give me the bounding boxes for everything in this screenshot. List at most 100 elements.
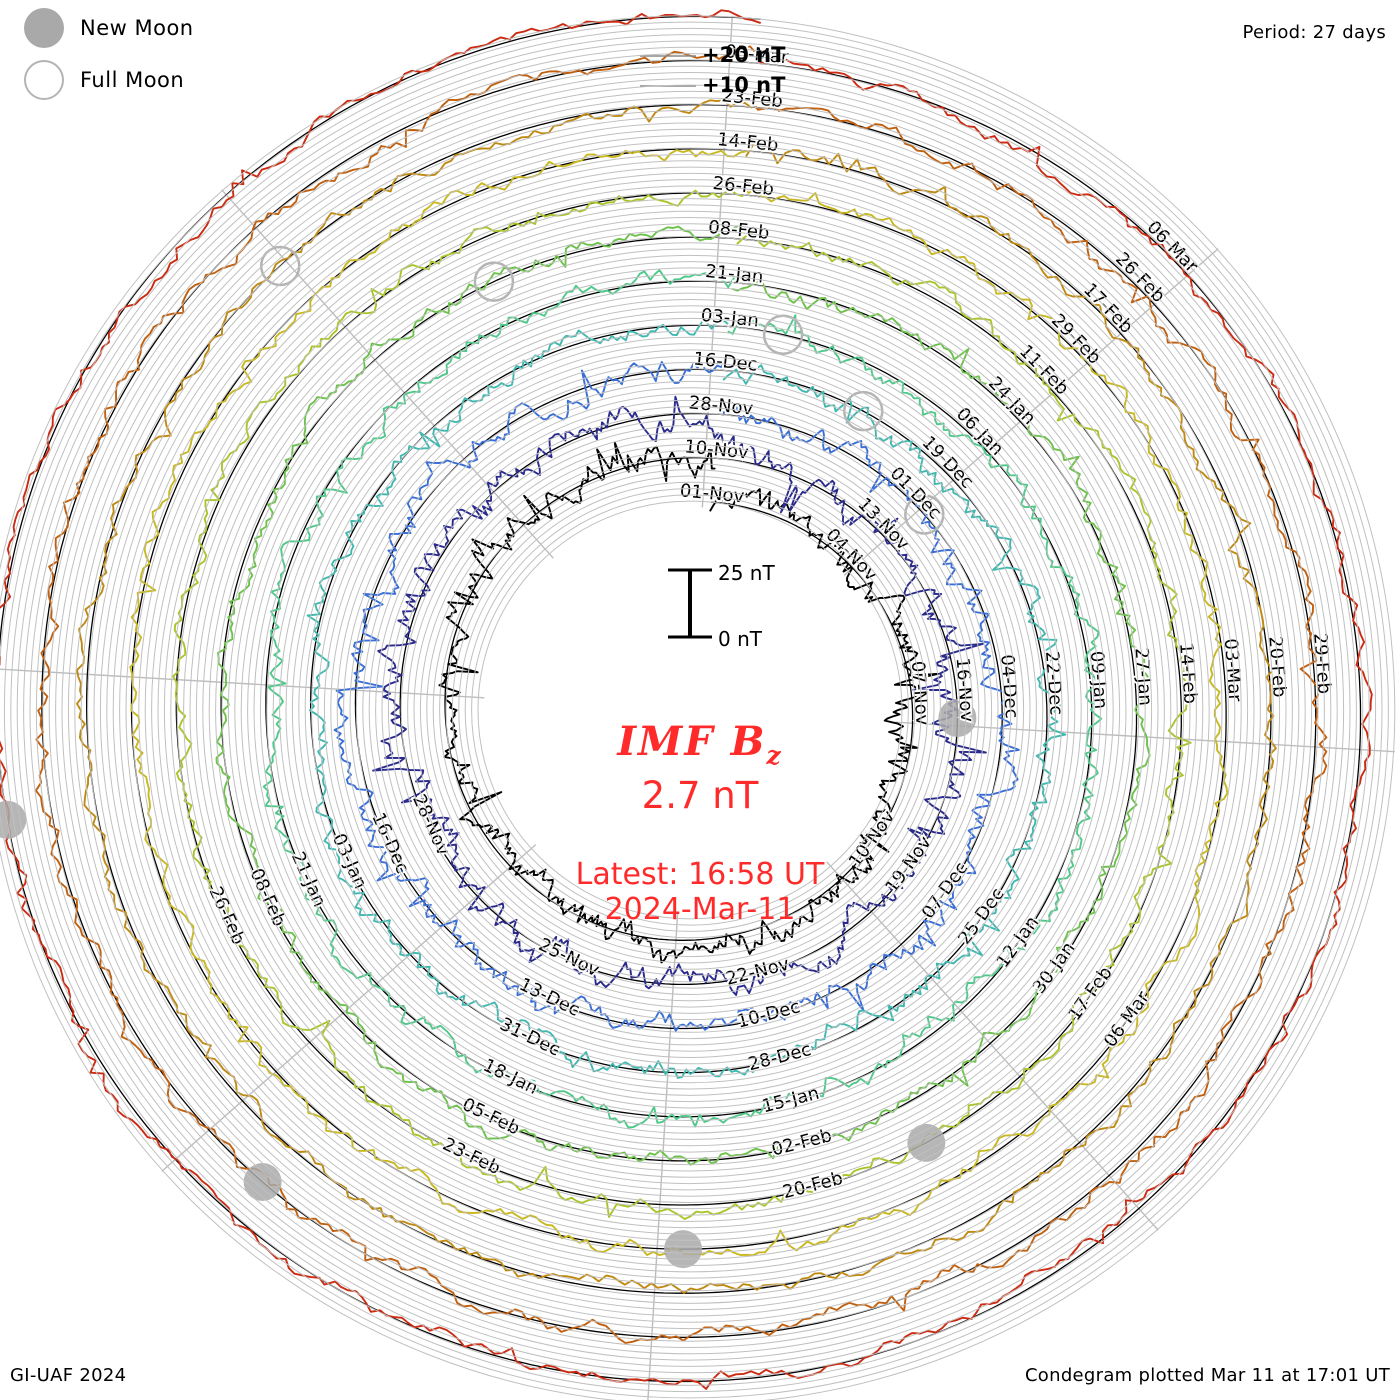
- full-moon-marker: [473, 261, 515, 302]
- grid-ring: [451, 475, 929, 945]
- grid-ring: [55, 84, 1325, 1336]
- period-label: Period: 27 days: [1242, 22, 1386, 43]
- current-value: 2.7 nT: [641, 774, 759, 817]
- date-tick-label: 21-Jan: [704, 261, 764, 288]
- credit-left: GI-UAF 2024: [10, 1365, 127, 1386]
- grid-ring: [432, 456, 948, 964]
- turn-baseline: [444, 457, 914, 941]
- grid-ring: [355, 380, 1025, 1040]
- grid-ring: [87, 116, 1293, 1304]
- grid-ring: [375, 399, 1005, 1021]
- grid-ring: [387, 412, 993, 1008]
- full-moon-icon: [24, 60, 64, 100]
- radial-spoke: [826, 861, 1159, 1231]
- data-trace: [372, 395, 987, 996]
- grid-ring: [195, 223, 1185, 1197]
- date-tick-label: 09-Jan: [1086, 650, 1111, 710]
- turn-baseline: [354, 368, 1003, 1030]
- legend-item-full-moon: Full Moon: [24, 60, 184, 100]
- grid-ring: [163, 191, 1217, 1229]
- latest-date: 2024-Mar-11: [604, 892, 796, 928]
- grid-ring: [151, 179, 1229, 1241]
- radial-spoke: [161, 844, 537, 1172]
- date-tick-label: 19-Dec: [918, 432, 978, 493]
- new-moon-marker: [664, 1230, 703, 1269]
- grid-ring: [279, 305, 1101, 1115]
- date-tick-label: 27-Jan: [1131, 647, 1156, 707]
- grid-ring: [106, 135, 1274, 1285]
- grid-ring: [170, 198, 1210, 1222]
- turn-baseline: [130, 148, 1227, 1250]
- scale-label-bottom: 0 nT: [718, 627, 762, 651]
- turn-baseline: [309, 324, 1048, 1074]
- grid-ring: [80, 109, 1300, 1311]
- grid-ring: [407, 431, 973, 989]
- ring-label-plus10: +10 nT: [702, 73, 786, 97]
- grid-ring: [426, 450, 954, 970]
- grid-ring: [400, 425, 980, 995]
- new-moon-icon: [24, 8, 64, 48]
- legend-label-new-moon: New Moon: [80, 16, 194, 40]
- grid-ring: [419, 443, 961, 977]
- date-tick-label: 16-Dec: [692, 348, 758, 375]
- grid-ring: [291, 317, 1089, 1103]
- date-tick-label: 10-Nov: [683, 436, 750, 463]
- new-moon-marker: [938, 698, 977, 737]
- scale-label-top: 25 nT: [718, 561, 775, 585]
- grid-ring: [131, 160, 1249, 1260]
- date-tick-label: 03-Jan: [700, 305, 760, 332]
- grid-ring: [259, 286, 1121, 1134]
- grid-ring: [323, 349, 1057, 1071]
- grid-ring: [74, 103, 1306, 1317]
- radial-spoke: [221, 189, 554, 559]
- grid-ring: [362, 387, 1018, 1033]
- grid-ring: [471, 494, 909, 926]
- grid-ring: [272, 298, 1108, 1122]
- grid-ring: [183, 210, 1197, 1210]
- ring-label-plus20: +20 nT: [702, 43, 786, 67]
- grid-ring: [439, 462, 941, 958]
- grid-ring: [227, 254, 1153, 1166]
- data-trace: [34, 45, 1328, 1344]
- grid-ring: [35, 65, 1345, 1355]
- data-trace: [172, 189, 1192, 1220]
- date-tick-label: 06-Mar: [1143, 217, 1203, 277]
- grid-ring: [285, 311, 1095, 1109]
- grid-ring: [266, 292, 1114, 1128]
- legend-item-new-moon: New Moon: [24, 8, 194, 48]
- grid-ring: [464, 488, 916, 932]
- grid-ring: [99, 128, 1281, 1292]
- data-trace: [333, 361, 1020, 1032]
- grid-ring: [234, 261, 1146, 1159]
- radial-spoke: [0, 668, 485, 699]
- date-tick-label-halo: 29-Feb: [1309, 632, 1335, 695]
- data-trace: [306, 319, 1067, 1079]
- latest-time: Latest: 16:58 UT: [575, 857, 825, 892]
- data-trace: [438, 441, 940, 964]
- radial-spoke: [895, 721, 1395, 753]
- grid-ring: [67, 97, 1313, 1323]
- turn-baseline: [41, 59, 1317, 1339]
- grid-ring: [157, 185, 1223, 1235]
- grid-ring: [16, 46, 1364, 1374]
- grid-ring: [10, 40, 1370, 1380]
- grid-ring: [349, 374, 1031, 1046]
- latest-readout: Latest: 16:58 UT 2024-Mar-11: [0, 857, 1400, 928]
- grid-ring: [298, 324, 1082, 1096]
- date-tick-label: 03-Mar: [1220, 638, 1246, 703]
- grid-ring: [29, 59, 1351, 1361]
- grid-ring: [330, 355, 1050, 1065]
- grid-ring: [317, 343, 1063, 1077]
- grid-ring: [125, 153, 1255, 1267]
- grid-ring: [336, 361, 1044, 1059]
- date-tick-label: 04-Nov: [821, 524, 881, 585]
- turn-baseline: [86, 104, 1272, 1294]
- date-tick-label: 13-Nov: [853, 494, 913, 555]
- quantity-subscript: z: [766, 741, 783, 770]
- grid-ring: [0, 15, 1396, 1400]
- grid-ring: [394, 418, 986, 1002]
- new-moon-marker: [907, 1123, 946, 1162]
- new-moon-marker: [243, 1162, 282, 1201]
